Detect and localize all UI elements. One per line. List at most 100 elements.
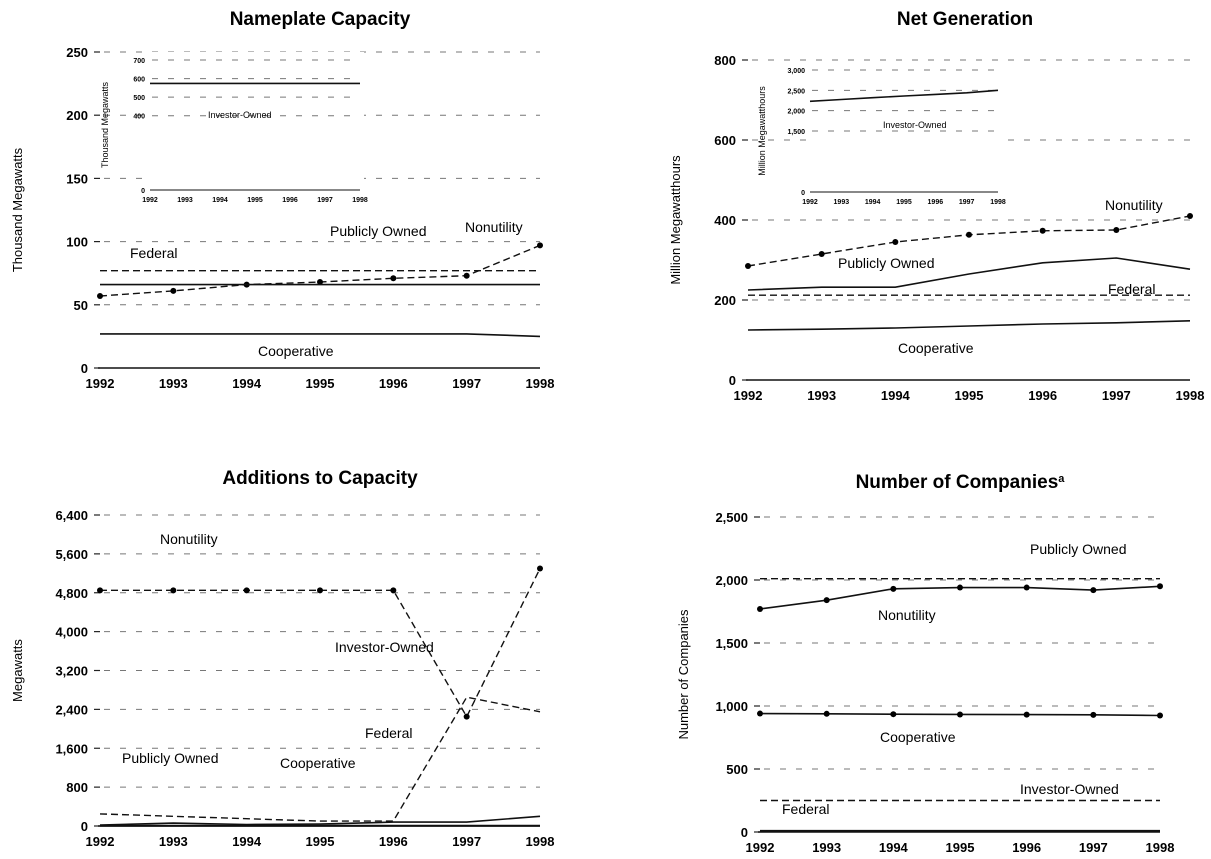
additions-series-label-federal: Federal [365, 725, 412, 741]
netgen-inset-y-tick-label: 2,500 [787, 88, 805, 95]
companies-y-tick-label: 2,500 [715, 510, 748, 525]
netgen-point-nonutility [1039, 227, 1046, 234]
netgen-inset: 0 1,500 2,000 2,500 3,000 1992 1993 1994 1995 199… [757, 62, 1006, 208]
additions-y-tick-label: 3,200 [55, 664, 88, 679]
companies-y-tick-label: 0 [741, 825, 748, 840]
nameplate-point-nonutility [97, 292, 103, 299]
netgen-x-tick-label: 1993 [807, 388, 836, 403]
netgen-point-nonutility [966, 231, 972, 238]
netgen-point-nonutility [1187, 213, 1193, 219]
companies-title: Number of Companiesa [856, 472, 1066, 493]
netgen-inset-y-tick-label: 2,000 [787, 109, 805, 116]
additions-point-nonutility [463, 713, 470, 720]
additions-point-nonutility [243, 587, 250, 594]
netgen-x-tick-label: 1994 [881, 388, 911, 403]
nameplate-title: Nameplate Capacity [230, 9, 411, 30]
additions-x-tick-label: 1993 [159, 834, 188, 849]
companies-x-tick-label: 1995 [946, 840, 975, 855]
netgen-y-tick-label: 400 [714, 213, 736, 228]
nameplate-y-tick-label: 250 [66, 45, 88, 60]
nameplate-y-axis-label: Thousand Megawatts [10, 147, 25, 272]
netgen-inset-y-tick-label: 0 [801, 190, 805, 197]
nameplate-inset-x-tick-label: 1995 [247, 197, 263, 204]
additions-series-publicly-owned [99, 815, 541, 826]
nameplate-inset-y-axis-label: Thousand Megawatts [100, 81, 110, 168]
companies-point-nonutility [823, 597, 830, 604]
netgen-series-label-federal: Federal [1108, 281, 1155, 297]
additions-x-tick-label: 1996 [379, 834, 408, 849]
netgen-x-tick-label: 1998 [1176, 388, 1205, 403]
nameplate-point-nonutility [463, 272, 470, 279]
netgen-inset-y-axis-label: Million Megawatthours [757, 86, 767, 176]
additions-chart: Additions to Capacity Megawatts 0 800 1,600 2… [10, 468, 554, 849]
nameplate-y-tick-label: 200 [66, 108, 88, 123]
nameplate-series-label-publicly-owned: Publicly Owned [330, 223, 427, 239]
additions-y-tick-label: 1,600 [55, 741, 88, 756]
companies-point-nonutility [757, 605, 763, 612]
companies-title-mark: a [1058, 473, 1065, 485]
companies-point-cooperative [890, 711, 897, 718]
nameplate-x-tick-label: 1994 [232, 376, 262, 391]
companies-x-tick-label: 1994 [879, 840, 909, 855]
companies-y-tick-label: 1,500 [715, 636, 748, 651]
additions-point-nonutility [390, 587, 397, 594]
nameplate-inset-x-tick-label: 1997 [317, 197, 333, 204]
netgen-y-axis-label: Million Megawatthours [668, 155, 683, 285]
netgen-x-tick-label: 1995 [955, 388, 984, 403]
nameplate-inset-x-tick-label: 1992 [142, 197, 158, 204]
nameplate-inset-y-tick-label: 0 [141, 188, 145, 195]
netgen-series-label-cooperative: Cooperative [898, 340, 974, 356]
additions-y-tick-label: 5,600 [55, 547, 88, 562]
netgen-y-tick-label: 200 [714, 293, 736, 308]
nameplate-x-tick-label: 1998 [526, 376, 555, 391]
nameplate-x-tick-label: 1996 [379, 376, 408, 391]
nameplate-point-nonutility [390, 275, 397, 282]
companies-series-label-federal: Federal [782, 801, 829, 817]
companies-point-cooperative [957, 711, 963, 718]
nameplate-series-label-nonutility: Nonutility [465, 219, 523, 235]
additions-y-axis-label: Megawatts [10, 639, 25, 702]
companies-series-label-nonutility: Nonutility [878, 607, 936, 623]
additions-y-tick-label: 0 [81, 819, 88, 834]
nameplate-y-tick-label: 150 [66, 171, 88, 186]
nameplate-inset-x-tick-label: 1994 [212, 197, 228, 204]
companies-series-label-investor-owned: Investor-Owned [1020, 781, 1119, 797]
companies-series-label-publicly-owned: Publicly Owned [1030, 541, 1127, 557]
nameplate-series-cooperative [100, 333, 541, 338]
nameplate-point-nonutility [537, 242, 543, 249]
nameplate-point-nonutility [317, 279, 323, 286]
nameplate-y-tick-label: 0 [81, 361, 88, 376]
additions-y-tick-label: 6,400 [55, 508, 88, 523]
netgen-x-tick-label: 1992 [734, 388, 763, 403]
additions-series-investor-owned [99, 696, 541, 822]
netgen-inset-x-tick-label: 1997 [959, 199, 975, 206]
nameplate-point-nonutility [170, 287, 177, 294]
nameplate-inset-background [146, 52, 364, 206]
companies-x-tick-label: 1992 [746, 840, 775, 855]
companies-y-axis-label: Number of Companies [676, 609, 691, 740]
nameplate-inset-y-tick-label: 600 [133, 77, 145, 84]
netgen-inset-y-tick-label: 3,000 [787, 68, 805, 75]
additions-point-nonutility [317, 587, 323, 594]
netgen-title: Net Generation [897, 9, 1033, 30]
netgen-series-cooperative [747, 320, 1191, 331]
additions-series-label-publicly-owned: Publicly Owned [122, 750, 219, 766]
companies-y-tick-label: 1,000 [715, 699, 748, 714]
companies-x-tick-label: 1997 [1079, 840, 1108, 855]
companies-point-cooperative [1157, 712, 1163, 719]
additions-x-tick-label: 1995 [306, 834, 335, 849]
companies-point-nonutility [1090, 587, 1097, 594]
companies-point-nonutility [957, 584, 963, 591]
companies-point-nonutility [1157, 583, 1163, 590]
netgen-inset-background [806, 62, 1002, 208]
netgen-series-label-publicly-owned: Publicly Owned [838, 255, 935, 271]
netgen-x-tick-label: 1996 [1028, 388, 1057, 403]
additions-point-nonutility [537, 565, 543, 572]
additions-y-tick-label: 800 [66, 780, 88, 795]
additions-x-tick-label: 1997 [452, 834, 481, 849]
netgen-y-tick-label: 0 [729, 373, 736, 388]
companies-point-cooperative [1023, 711, 1030, 718]
companies-x-tick-label: 1996 [1012, 840, 1041, 855]
additions-series-label-nonutility: Nonutility [160, 531, 218, 547]
